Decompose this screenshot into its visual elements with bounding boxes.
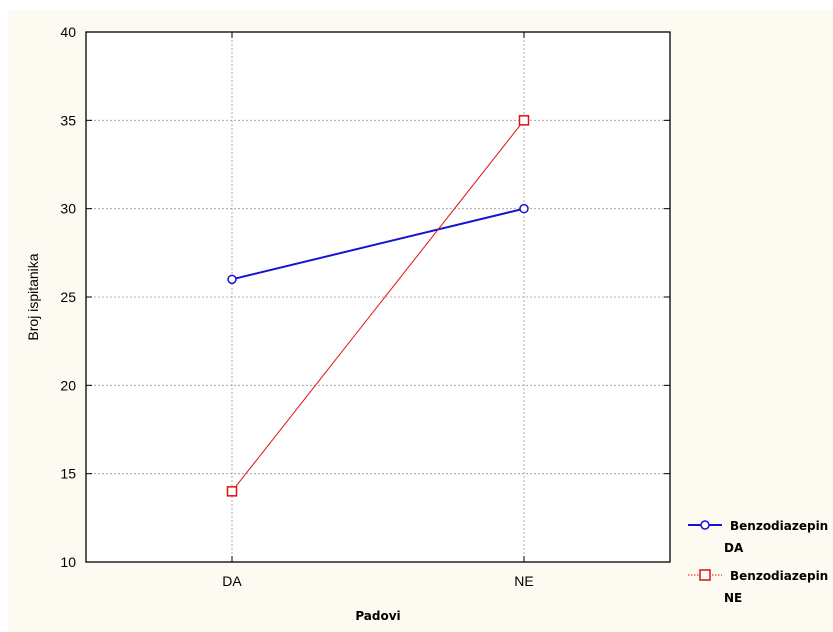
legend-label-ne-line1: Benzodiazepin: [730, 569, 828, 583]
y-tick-label: 35: [60, 112, 76, 128]
x-tick-label: NE: [514, 573, 533, 589]
data-point-ne: [518, 115, 530, 126]
y-tick-label: 30: [60, 201, 76, 217]
series-line-da: [231, 207, 525, 281]
data-point-da: [227, 274, 237, 285]
y-axis-ticks: 10 15 20 25 30 35 40: [60, 24, 670, 570]
legend-item-benzodiazepin-ne: Benzodiazepin NE: [688, 569, 828, 605]
series-line-ne: [231, 120, 525, 492]
x-axis-ticks: DA NE: [222, 32, 534, 589]
y-tick-label: 20: [60, 377, 76, 393]
y-tick-label: 25: [60, 289, 76, 305]
y-tick-label: 10: [60, 554, 76, 570]
legend-marker-ne: [699, 569, 711, 581]
legend-label-da-line1: Benzodiazepin: [730, 519, 828, 533]
y-tick-label: 40: [60, 24, 76, 40]
x-axis-title: Padovi: [355, 609, 400, 623]
y-axis-title: Broj ispitanika: [25, 253, 41, 340]
x-tick-label: DA: [222, 573, 242, 589]
data-point-ne: [226, 486, 238, 497]
data-point-da: [519, 203, 529, 214]
legend-label-ne-line2: NE: [724, 591, 742, 605]
legend-label-da-line2: DA: [724, 541, 744, 555]
legend-marker-da: [700, 520, 710, 530]
series-layer: [226, 115, 530, 497]
y-tick-label: 15: [60, 466, 76, 482]
legend-item-benzodiazepin-da: Benzodiazepin DA: [688, 519, 828, 555]
legend: Benzodiazepin DA Benzodiazepin NE: [688, 519, 828, 605]
